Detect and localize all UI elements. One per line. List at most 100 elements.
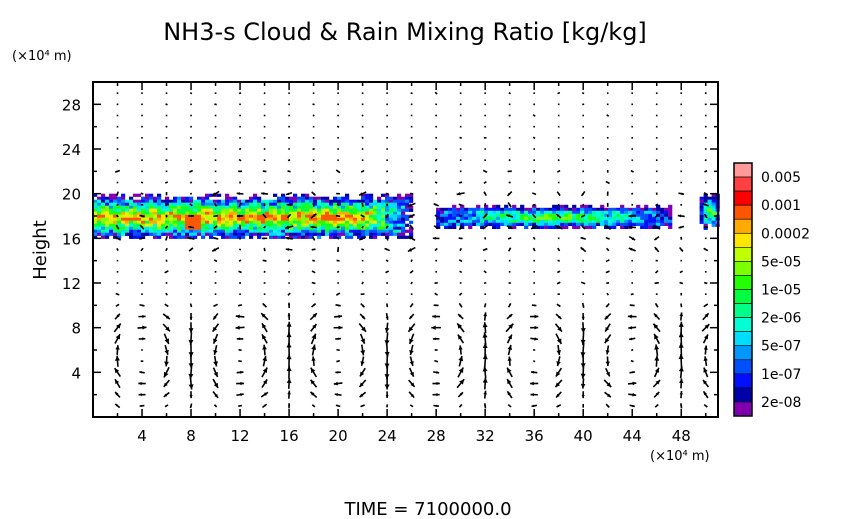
arrow-head <box>289 137 291 139</box>
cloud-cell <box>117 205 122 209</box>
arrow-head <box>534 192 537 195</box>
cloud-cell <box>361 211 366 215</box>
cloud-cell <box>385 211 390 215</box>
cloud-cell <box>113 223 118 227</box>
cloud-cell <box>401 202 406 206</box>
cloud-cell <box>181 196 186 200</box>
cloud-cell <box>373 208 378 212</box>
cloud-cell <box>401 208 406 212</box>
cloud-cell <box>173 217 178 221</box>
vector-dot <box>190 137 192 139</box>
cloud-cell <box>145 193 150 197</box>
cloud-cell <box>365 223 370 227</box>
cloud-cell <box>349 199 354 203</box>
cloud-cell <box>213 223 218 227</box>
cloud-cell <box>309 205 314 209</box>
cloud-cell <box>377 199 382 203</box>
cloud-cell <box>405 217 410 221</box>
cloud-cell <box>492 222 497 226</box>
arrow-head <box>432 314 436 319</box>
cloud-cell <box>369 199 374 203</box>
cloud-cell <box>572 204 577 208</box>
cloud-cell <box>524 210 529 214</box>
vector-dot <box>606 103 609 106</box>
cloud-cell <box>221 223 226 227</box>
cloud-cell <box>269 226 274 230</box>
arrow-head <box>359 192 363 196</box>
cloud-cell <box>225 235 230 239</box>
arrow-head <box>509 159 511 161</box>
cloud-cell <box>133 211 138 215</box>
arrow-head <box>534 349 536 351</box>
cloud-cell <box>572 222 577 226</box>
cloud-cell <box>664 207 669 211</box>
cloud-cell <box>169 235 174 239</box>
cloud-cell <box>117 232 122 236</box>
arrow-head <box>338 260 340 262</box>
cloud-cell <box>185 235 190 239</box>
cloud-cell <box>113 205 118 209</box>
cloud-cell <box>699 211 704 215</box>
vector-dot <box>631 259 634 262</box>
cloud-cell <box>229 214 234 218</box>
arrow-head <box>632 360 634 362</box>
cloud-cell <box>452 207 457 211</box>
arrow-head <box>189 170 192 173</box>
cloud-cell <box>105 202 110 206</box>
arrow-head <box>484 213 488 217</box>
cloud-cell <box>233 214 238 218</box>
cloud-cell <box>233 220 238 224</box>
arrow-head <box>310 225 314 229</box>
arrow-head <box>385 394 389 399</box>
cloud-cell <box>357 232 362 236</box>
vector-dot <box>533 181 535 184</box>
cloud-cell <box>217 205 222 209</box>
cloud-cell <box>157 223 162 227</box>
cloud-cell <box>169 205 174 209</box>
colorbar-label: 0.005 <box>761 170 801 186</box>
cloud-cell <box>707 199 712 203</box>
cloud-cell <box>377 226 382 230</box>
cloud-cell <box>468 213 473 217</box>
cloud-cell <box>257 202 262 206</box>
cloud-cell <box>121 217 126 221</box>
cloud-cell <box>409 196 414 200</box>
cloud-cell <box>456 216 461 220</box>
cloud-cell <box>389 226 394 230</box>
cloud-cell <box>448 207 453 211</box>
arrow-head <box>313 282 316 284</box>
cloud-cell <box>133 217 138 221</box>
arrow-head <box>509 92 511 94</box>
wind-vectors <box>113 91 710 409</box>
cloud-cell <box>113 232 118 236</box>
cloud-cell <box>281 226 286 230</box>
arrow-head <box>312 202 315 205</box>
cloud-cell <box>249 235 254 239</box>
vector-dot <box>631 92 634 94</box>
cloud-cell <box>149 196 154 200</box>
cloud-cell <box>217 223 222 227</box>
cloud-cell <box>97 199 102 203</box>
cloud-cell <box>381 226 386 230</box>
cloud-cell <box>313 211 318 215</box>
cloud-cell <box>389 229 394 233</box>
cloud-cell <box>389 196 394 200</box>
x-tick-label: 4 <box>137 427 147 445</box>
arrow-head <box>632 381 637 386</box>
cloud-cell <box>201 196 206 200</box>
cloud-cell <box>221 220 226 224</box>
cloud-cell <box>484 216 489 220</box>
cloud-cell <box>145 211 150 215</box>
cloud-cell <box>305 208 310 212</box>
cloud-cell <box>141 217 146 221</box>
cloud-cell <box>600 210 605 214</box>
cloud-cell <box>285 214 290 218</box>
cloud-cell <box>460 207 465 211</box>
cloud-cell <box>393 211 398 215</box>
cloud-cell <box>532 207 537 211</box>
arrow-head <box>434 214 437 217</box>
time-footer: TIME = 7100000.0 <box>343 499 511 519</box>
vector-dot <box>337 282 339 284</box>
arrow-head <box>361 326 366 332</box>
cloud-cell <box>444 210 449 214</box>
